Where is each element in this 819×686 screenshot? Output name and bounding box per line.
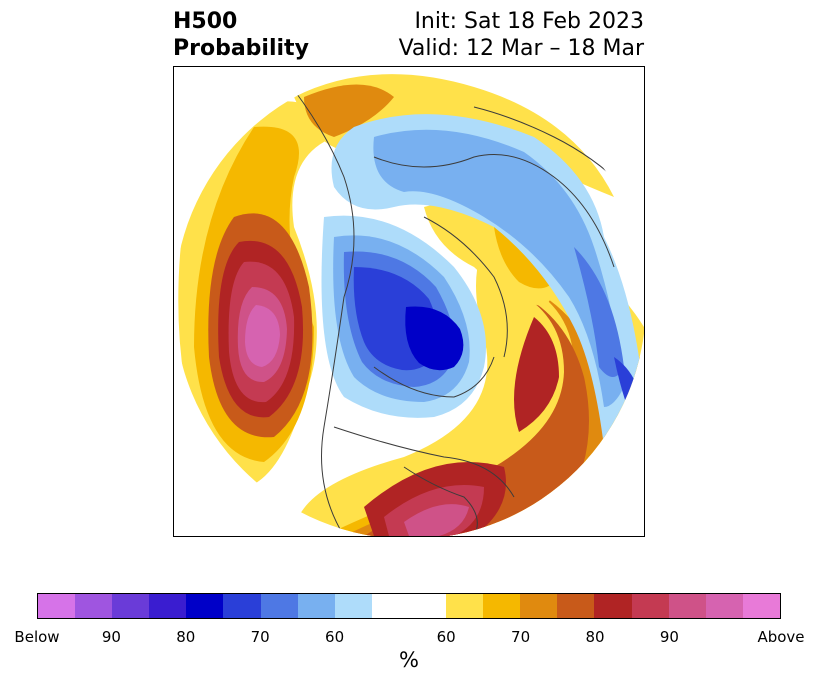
colorbar-unit: %	[399, 648, 419, 672]
colorbar-tick-labels: Below 90 80 70 60 60 70 80 90 Above	[0, 628, 819, 648]
probability-map	[174, 67, 644, 536]
colorbar-segment	[631, 594, 669, 618]
colorbar-tick-label: 70	[250, 628, 270, 646]
colorbar-tick-label: 60	[325, 628, 345, 646]
colorbar-segment	[334, 594, 372, 618]
colorbar-segment	[75, 594, 113, 618]
colorbar-tick-label: 90	[659, 628, 679, 646]
colorbar-segment	[705, 594, 743, 618]
colorbar-segment	[371, 594, 447, 618]
colorbar-segment	[149, 594, 187, 618]
colorbar-segment	[112, 594, 150, 618]
colorbar-segment	[557, 594, 595, 618]
colorbar-segment	[38, 594, 76, 618]
colorbar-segment	[594, 594, 632, 618]
title-line-1: H500	[173, 9, 238, 34]
coastlines	[283, 76, 625, 536]
arctic-below-anomaly	[321, 114, 644, 447]
date-info: Init: Sat 18 Feb 2023 Valid: 12 Mar – 18…	[399, 8, 644, 62]
colorbar-tick-label: 60	[436, 628, 456, 646]
colorbar-tick-label: 80	[176, 628, 196, 646]
chart-title: H500 Probability	[173, 8, 309, 62]
colorbar-tick-label: Below	[14, 628, 60, 646]
colorbar-segment	[520, 594, 558, 618]
colorbar-segment	[668, 594, 706, 618]
colorbar-tick-label: Above	[757, 628, 805, 646]
colorbar-segment	[260, 594, 298, 618]
colorbar-tick-label: 90	[101, 628, 121, 646]
colorbar-segment	[446, 594, 484, 618]
pacific-above-anomaly	[178, 101, 334, 491]
atlantic-above-anomaly	[294, 227, 644, 536]
colorbar-segment	[742, 594, 780, 618]
map-panel	[173, 66, 645, 537]
colorbar-segment	[186, 594, 224, 618]
valid-dates: Valid: 12 Mar – 18 Mar	[398, 36, 644, 61]
colorbar-segment	[223, 594, 261, 618]
colorbar-tick-label: 70	[511, 628, 531, 646]
colorbar	[37, 593, 781, 619]
title-line-2: Probability	[173, 36, 309, 61]
colorbar-tick-label: 80	[585, 628, 605, 646]
colorbar-segment	[297, 594, 335, 618]
init-date: Init: Sat 18 Feb 2023	[414, 9, 644, 34]
colorbar-segment	[483, 594, 521, 618]
